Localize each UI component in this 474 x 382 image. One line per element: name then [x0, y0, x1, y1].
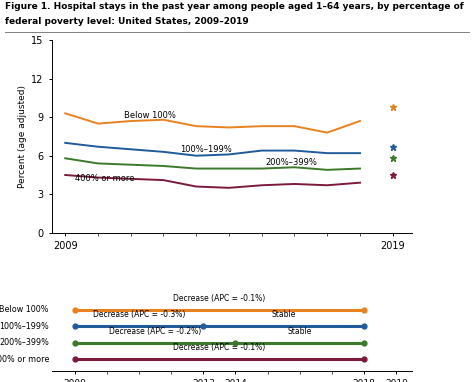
Text: Stable: Stable [288, 327, 312, 336]
Text: federal poverty level: United States, 2009–2019: federal poverty level: United States, 20… [5, 17, 248, 26]
Text: Stable: Stable [272, 311, 296, 319]
Text: Figure 1. Hospital stays in the past year among people aged 1–64 years, by perce: Figure 1. Hospital stays in the past yea… [5, 2, 464, 11]
Y-axis label: Percent (age adjusted): Percent (age adjusted) [18, 85, 27, 188]
Text: Below 100%: Below 100% [124, 111, 176, 120]
Text: Decrease (APC = -0.1%): Decrease (APC = -0.1%) [173, 294, 265, 303]
Text: 100%–199%: 100%–199% [0, 322, 49, 331]
Text: 200%–399%: 200%–399% [0, 338, 49, 347]
Text: 200%–399%: 200%–399% [265, 158, 317, 167]
Text: Decrease (APC = -0.3%): Decrease (APC = -0.3%) [93, 311, 185, 319]
Text: Decrease (APC = -0.1%): Decrease (APC = -0.1%) [173, 343, 265, 352]
Text: 400% or more: 400% or more [0, 354, 49, 364]
Text: Decrease (APC = -0.2%): Decrease (APC = -0.2%) [109, 327, 201, 336]
Text: 100%–199%: 100%–199% [180, 145, 232, 154]
Text: 400% or more: 400% or more [75, 174, 135, 183]
Text: Below 100%: Below 100% [0, 305, 49, 314]
